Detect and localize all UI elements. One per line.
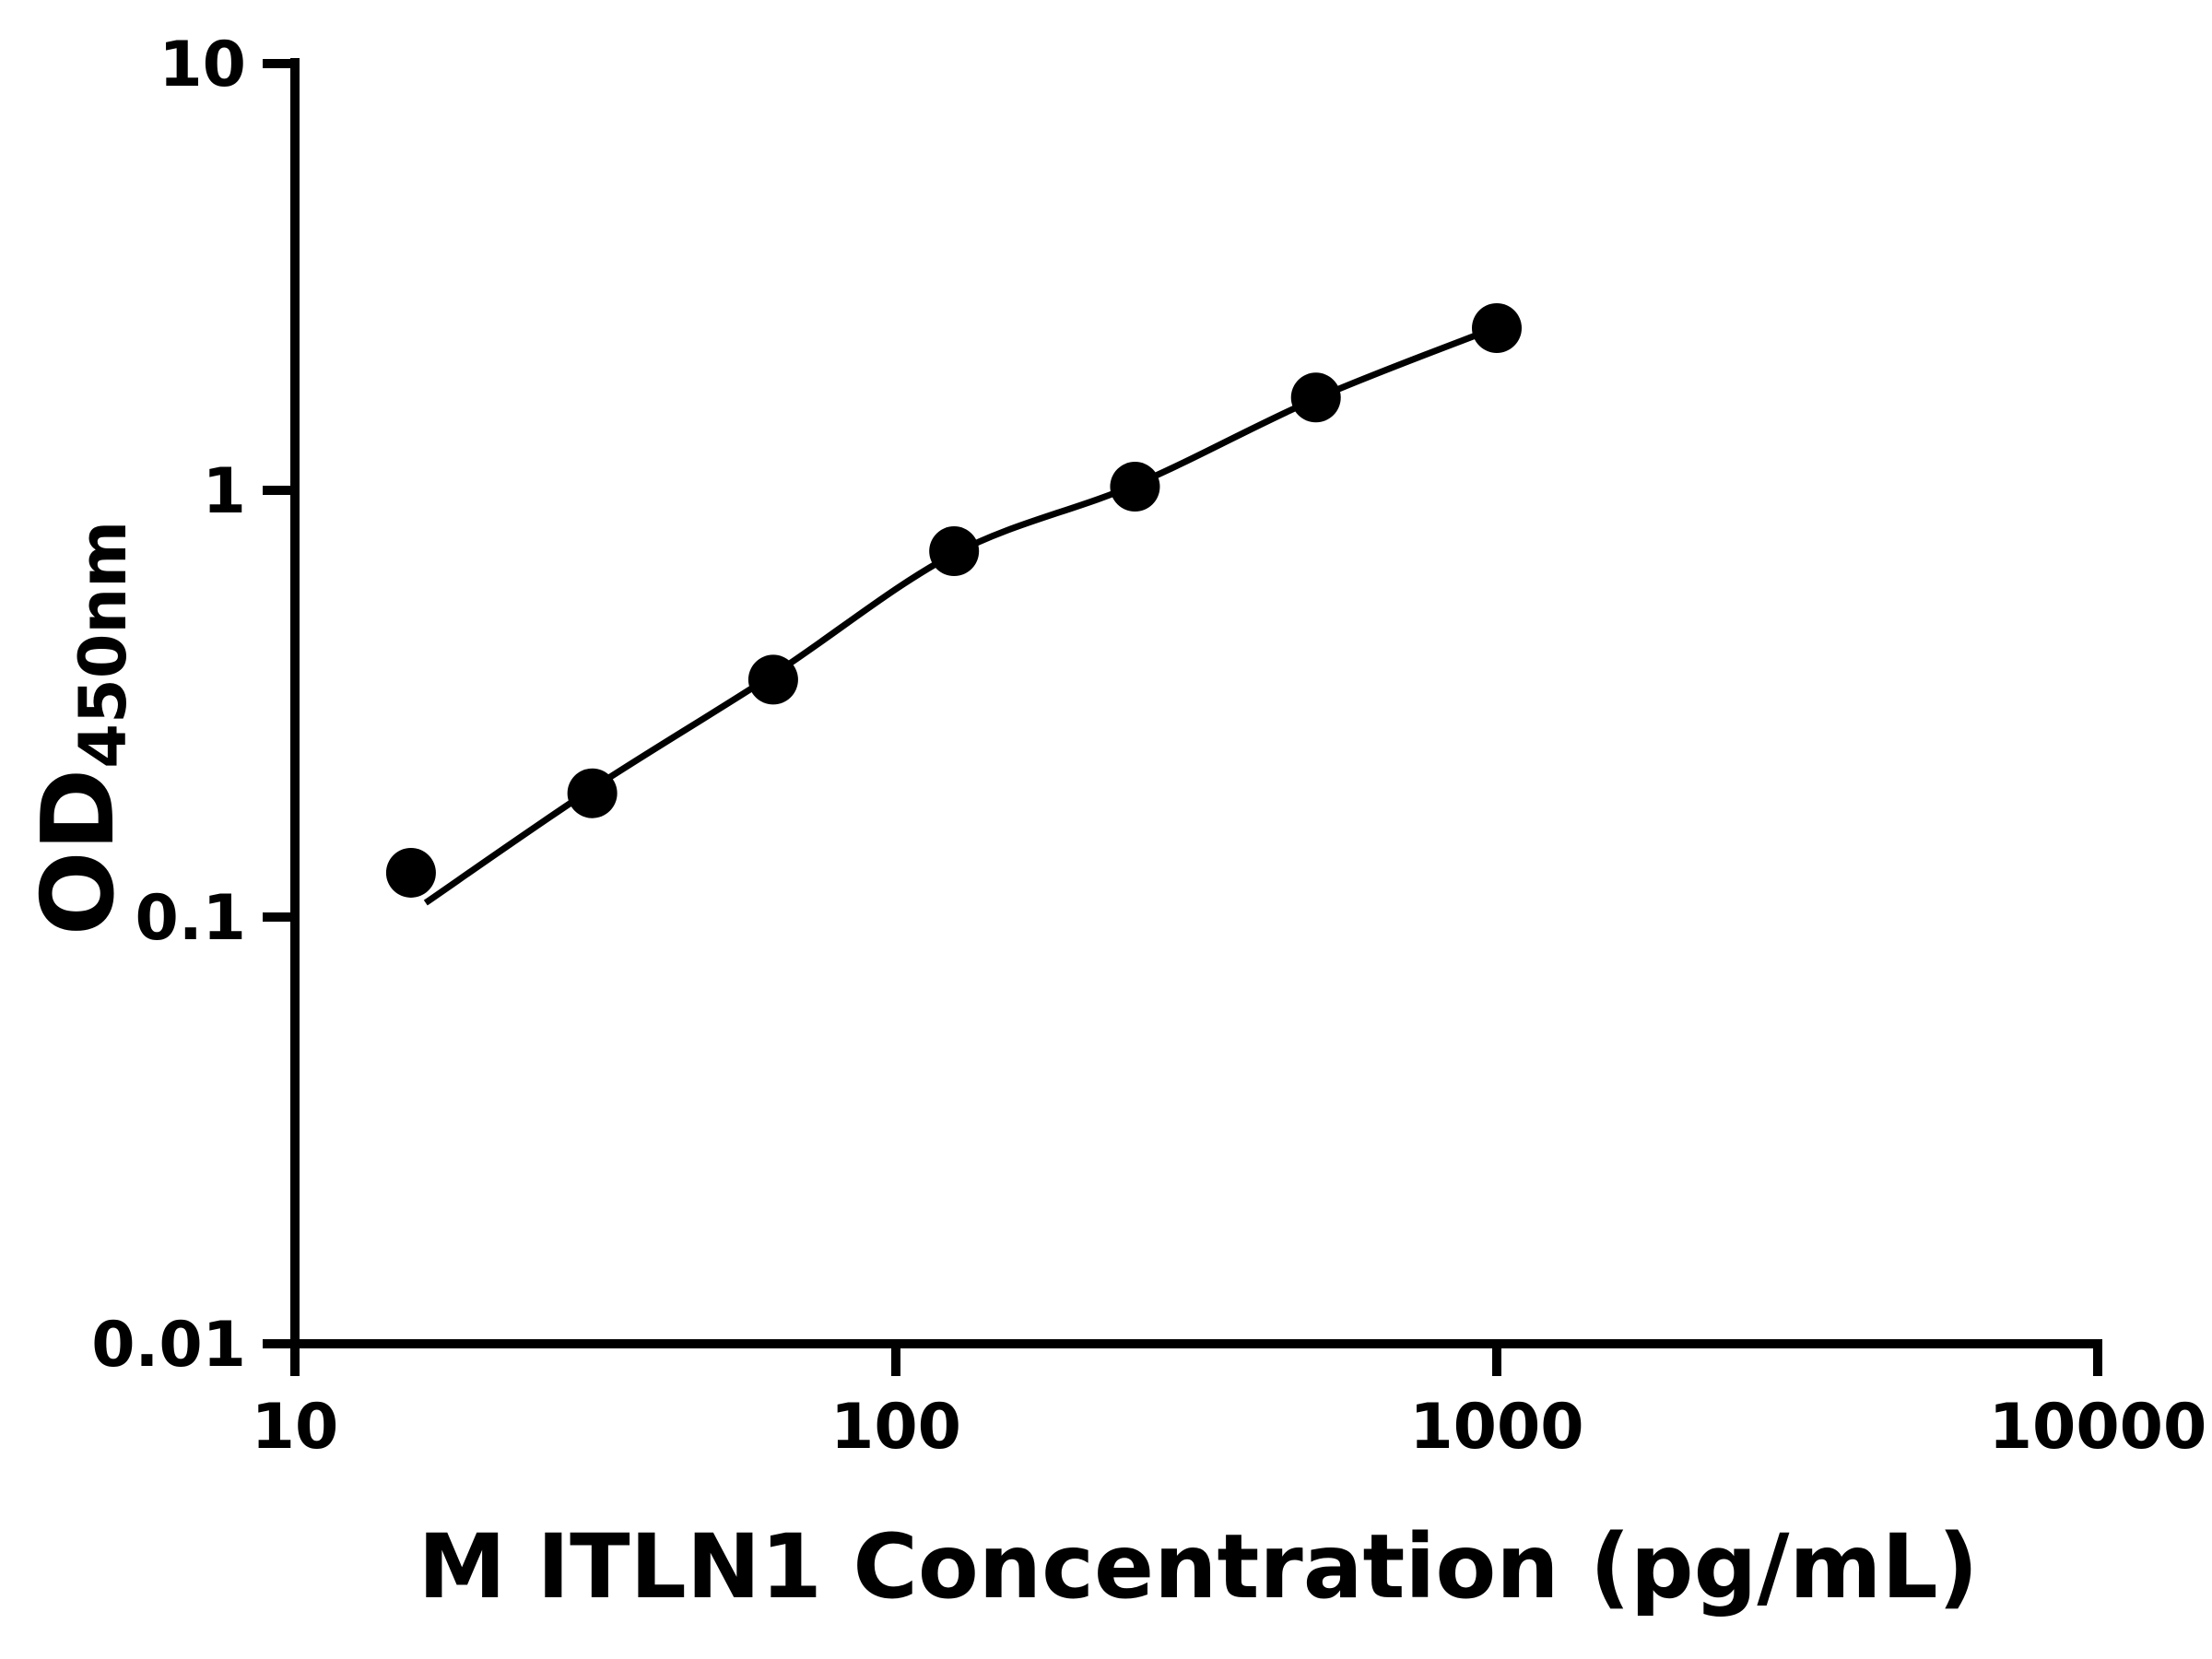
data-point-marker — [929, 526, 980, 577]
y-tick-label: 10 — [159, 29, 246, 101]
x-tick-label: 10000 — [1989, 1391, 2207, 1464]
data-point-marker — [1472, 302, 1522, 353]
data-point-marker — [1290, 372, 1341, 423]
y-tick-label: 1 — [203, 455, 246, 528]
y-tick-label: 0.1 — [135, 882, 246, 955]
x-axis-title: M ITLN1 Concentration (pg/mL) — [418, 1515, 1979, 1618]
x-tick-label: 10 — [252, 1391, 339, 1464]
data-point-marker — [567, 768, 618, 818]
y-axis-title-main: OD — [21, 768, 136, 936]
data-point-marker — [747, 654, 798, 705]
data-point-marker — [385, 847, 436, 898]
data-point-marker — [1110, 462, 1160, 512]
x-tick-label: 1000 — [1409, 1391, 1583, 1464]
x-tick-label: 100 — [830, 1391, 961, 1464]
y-axis-title: OD450nm — [21, 521, 141, 935]
y-axis-title-subscript: 450nm — [65, 520, 141, 769]
y-tick-label: 0.01 — [91, 1309, 246, 1382]
